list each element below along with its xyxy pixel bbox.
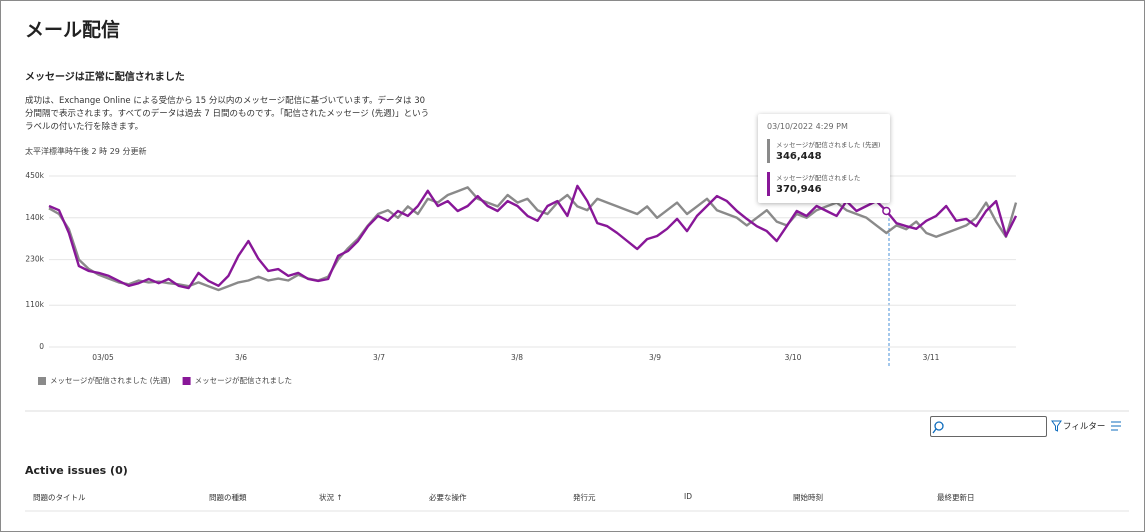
legend-item[interactable]: メッセージが配信されました (先週) bbox=[38, 375, 171, 385]
tooltip-date: 03/10/2022 4:29 PM bbox=[767, 122, 848, 131]
column-header[interactable]: 問題の種類 bbox=[209, 493, 247, 502]
x-tick-label: 3/6 bbox=[235, 353, 247, 362]
filter-icon[interactable] bbox=[1051, 420, 1062, 432]
hover-point bbox=[882, 206, 891, 216]
tooltip-item: メッセージが配信されました (先週) 346,448 bbox=[767, 139, 881, 163]
y-tick-label: 140k bbox=[25, 213, 44, 222]
column-header[interactable]: 最終更新日 bbox=[937, 493, 975, 502]
series-line bbox=[48, 186, 1018, 292]
updated-time: 太平洋標準時午後 2 時 29 分更新 bbox=[25, 147, 147, 156]
filter-button[interactable]: フィルター bbox=[1063, 422, 1106, 432]
column-header[interactable]: 発行元 bbox=[573, 493, 596, 502]
section-title: メッセージは正常に配信されました bbox=[25, 72, 185, 83]
search-box[interactable] bbox=[930, 416, 1047, 437]
tooltip-value: 346,448 bbox=[776, 151, 822, 162]
legend-swatch bbox=[182, 377, 191, 385]
issues-title: Active issues (0) bbox=[25, 464, 128, 477]
x-tick-label: 3/11 bbox=[923, 353, 940, 362]
legend-label: メッセージが配信されました (先週) bbox=[50, 375, 171, 385]
search-icon-handle bbox=[932, 428, 937, 434]
legend-label: メッセージが配信されました bbox=[195, 375, 292, 385]
column-header[interactable]: 開始時刻 bbox=[793, 493, 823, 502]
y-tick-label: 450k bbox=[25, 171, 44, 180]
column-header[interactable]: 必要な操作 bbox=[429, 493, 467, 502]
search-icon bbox=[934, 421, 944, 431]
x-tick-label: 03/05 bbox=[92, 353, 114, 362]
page-title: メール配信 bbox=[25, 19, 121, 41]
legend-swatch bbox=[38, 377, 46, 385]
tooltip-name: メッセージが配信されました bbox=[776, 174, 861, 182]
tooltip-item: メッセージが配信されました 370,946 bbox=[767, 172, 860, 196]
series-line bbox=[48, 184, 1018, 290]
tooltip-value: 370,946 bbox=[776, 184, 822, 195]
x-tick-label: 3/7 bbox=[373, 353, 385, 362]
x-tick-label: 3/8 bbox=[511, 353, 523, 362]
x-tick-label: 3/9 bbox=[649, 353, 661, 362]
y-tick-label: 0 bbox=[39, 342, 44, 351]
y-tick-label: 110k bbox=[25, 300, 44, 309]
y-tick-label: 230k bbox=[25, 255, 44, 264]
x-tick-label: 3/10 bbox=[785, 353, 802, 362]
tooltip: 03/10/2022 4:29 PM メッセージが配信されました (先週) 34… bbox=[758, 114, 890, 203]
tooltip-name: メッセージが配信されました (先週) bbox=[776, 141, 881, 149]
list-icon[interactable] bbox=[1111, 421, 1121, 431]
column-header[interactable]: ID bbox=[684, 492, 692, 501]
column-header[interactable]: 状況 ↑ bbox=[319, 493, 343, 502]
column-header[interactable]: 問題のタイトル bbox=[33, 493, 86, 502]
legend-item[interactable]: メッセージが配信されました bbox=[182, 375, 292, 385]
description: 成功は、Exchange Online による受信から 15 分以内のメッセージ… bbox=[25, 96, 430, 132]
